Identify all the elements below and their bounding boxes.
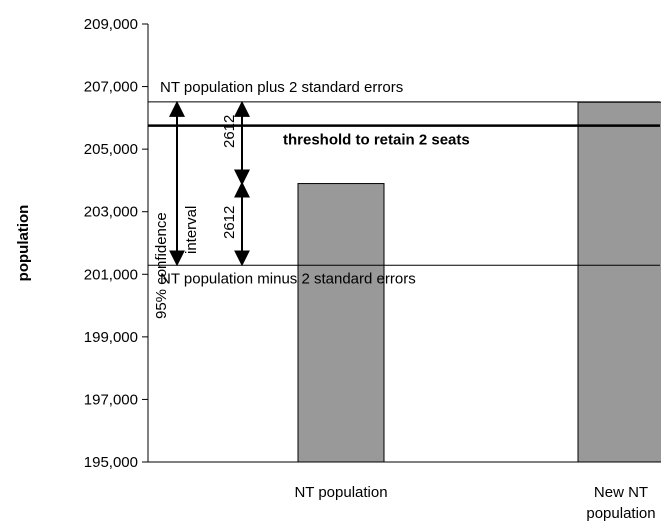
y-tick-label: 207,000 xyxy=(84,79,138,96)
ref-label-upper: NT population plus 2 standard errors xyxy=(160,79,403,96)
category-label: NT population xyxy=(294,484,387,501)
category-label: population xyxy=(586,505,655,522)
ref-label-lower: NT population minus 2 standard errors xyxy=(160,270,416,287)
bars xyxy=(297,101,661,463)
category-labels: NT population New NT population xyxy=(294,484,655,522)
y-tick-label: 195,000 xyxy=(84,454,138,471)
y-tick-label: 203,000 xyxy=(84,204,138,221)
y-tick-label: 197,000 xyxy=(84,391,138,408)
ci-label-line-2: interval xyxy=(183,206,200,254)
ci-label-line-1: 95% confidence xyxy=(153,212,170,319)
y-tick-label: 199,000 xyxy=(84,329,138,346)
y-tick-label: 205,000 xyxy=(84,141,138,158)
y-ticks: 195,000 197,000 199,000 201,000 203,000 205,0… xyxy=(84,16,148,471)
bar xyxy=(577,101,661,463)
y-tick-label: 201,000 xyxy=(84,266,138,283)
category-label: New NT xyxy=(594,484,648,501)
half-interval-label-lower: 2612 xyxy=(221,206,238,239)
ref-label-threshold: threshold to retain 2 seats xyxy=(283,132,470,149)
y-tick-label: 209,000 xyxy=(84,16,138,33)
y-axis-label: population xyxy=(15,205,32,282)
bar xyxy=(297,183,385,463)
half-interval-label-upper: 2612 xyxy=(221,115,238,148)
